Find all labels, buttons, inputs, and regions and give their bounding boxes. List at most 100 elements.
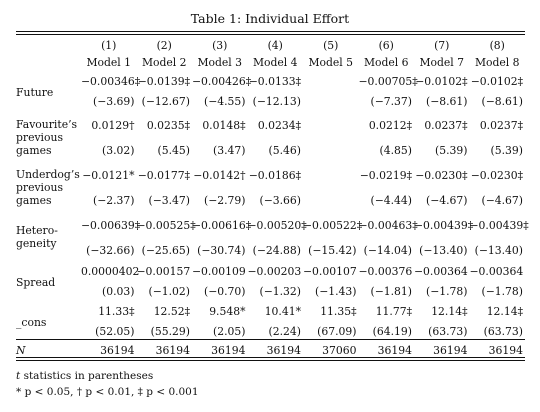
tstat-cell: (−13.40)	[474, 244, 523, 257]
tstat-cell: (−8.61)	[425, 95, 468, 108]
coefficient-cell: −0.00346‡	[81, 75, 141, 88]
tstat-cell: (−1.81)	[370, 285, 412, 298]
column-name: Model 3	[197, 55, 243, 69]
observations-cell: 36194	[211, 344, 246, 357]
coefficient-cell: 11.77‡	[375, 305, 412, 318]
coefficient-cell: −0.00364	[414, 265, 468, 278]
tstat-cell: (−30.74)	[197, 244, 246, 257]
tstat-cell: (−3.69)	[92, 95, 135, 108]
column-number: (5)	[323, 38, 339, 52]
column-name: Model 4	[252, 55, 298, 69]
coefficient-cell: −0.0142†	[193, 169, 246, 182]
tstat-cell	[303, 91, 359, 112]
tstat-row: (0.03) (−1.02) (−0.70) (−1.32) (−1.43) (−1.81…	[16, 281, 525, 302]
tstat-cell: (−2.79)	[203, 194, 246, 207]
tstat-cell: (−12.13)	[252, 95, 301, 108]
column-number: (4)	[267, 38, 283, 52]
tstat-cell: (5.46)	[268, 144, 301, 157]
coefficient-cell: 12.14‡	[431, 305, 468, 318]
bottom-rule	[16, 357, 525, 358]
tstat-cell: (−8.61)	[481, 95, 523, 108]
tstat-cell: (5.39)	[490, 144, 523, 157]
tstat-cell: (64.19)	[372, 325, 412, 338]
variable-label: Future	[16, 85, 54, 99]
coefficient-cell: −0.00520‡	[247, 219, 307, 232]
tstat-cell: (52.05)	[95, 325, 135, 338]
observations-cell: 36194	[488, 344, 523, 357]
notes-line-2: * p < 0.05, † p < 0.01, ‡ p < 0.001	[16, 386, 199, 398]
coefficient-cell: −0.00463‡	[358, 219, 418, 232]
coefficient-cell: −0.00705‡	[358, 75, 418, 88]
header-stub	[16, 52, 81, 72]
header-row-numbers: (1) (2) (3) (4) (5) (6) (7) (8)	[16, 38, 525, 52]
coefficient-cell: −0.0177‡	[137, 169, 190, 182]
column-name: Model 7	[419, 55, 465, 69]
tstat-cell	[303, 189, 359, 212]
tstat-cell: (−4.67)	[425, 194, 468, 207]
tstat-cell: (67.09)	[317, 325, 357, 338]
coefficient-cell: −0.00376	[358, 265, 413, 278]
variable-label: Underdog’s previous games	[16, 167, 80, 207]
top-rule-inner	[16, 34, 525, 35]
tstat-cell: (−7.37)	[370, 95, 412, 108]
coefficient-cell: −0.00364	[469, 265, 524, 278]
coefficient-cell: −0.00203	[247, 265, 302, 278]
coefficient-cell: −0.0139‡	[137, 75, 190, 88]
column-number: (2)	[156, 38, 172, 52]
coefficient-cell: 0.0237‡	[479, 119, 523, 132]
coefficient-cell: −0.0102‡	[470, 75, 523, 88]
coefficient-cell: 12.52‡	[153, 305, 190, 318]
coefficient-cell: −0.0230‡	[415, 169, 468, 182]
coefficient-cell: −0.00107	[303, 265, 357, 278]
tstat-row: (−2.37) (−3.47) (−2.79) (−3.66) (−4.44) (−4.6…	[16, 189, 525, 212]
tstat-cell: (0.03)	[102, 285, 135, 298]
notes-line-1: t statistics in parentheses	[16, 370, 154, 382]
tstat-row: (−32.66) (−25.65) (−30.74) (−24.88) (−15.42)…	[16, 239, 525, 262]
column-number: (8)	[489, 38, 505, 52]
tstat-cell: (−1.78)	[425, 285, 468, 298]
table-notes: t statistics in parentheses * p < 0.05, …	[16, 368, 199, 400]
column-name: Model 2	[141, 55, 187, 69]
column-name: Model 6	[363, 55, 409, 69]
regression-table: (1) (2) (3) (4) (5) (6) (7) (8) Model 1 Model 2 Mo…	[16, 38, 529, 359]
coefficient-cell: 11.35‡	[320, 305, 357, 318]
column-number: (7)	[434, 38, 450, 52]
observations-row: N 36194 36194 36194 36194 37060 36194 36194 3619…	[16, 342, 525, 359]
n-rule	[16, 339, 525, 340]
observations-label: N	[16, 344, 26, 357]
coefficient-cell: 0.0000402	[81, 265, 140, 278]
coefficient-cell: −0.00439‡	[469, 219, 529, 232]
coefficient-cell	[303, 162, 359, 189]
tstat-cell: (5.39)	[435, 144, 468, 157]
column-number: (6)	[378, 38, 394, 52]
tstat-cell: (−4.44)	[370, 194, 412, 207]
coefficient-cell	[303, 112, 359, 139]
top-rule	[16, 31, 525, 32]
tstat-cell: (−1.78)	[481, 285, 523, 298]
header-row-names: Model 1 Model 2 Model 3 Model 4 Model 5 Model…	[16, 52, 525, 72]
tstat-cell: (−1.32)	[259, 285, 301, 298]
coefficient-row: Favourite’s previous games 0.0129† 0.0235‡…	[16, 112, 525, 157]
coefficient-cell: −0.0219‡	[359, 169, 412, 182]
tstat-cell: (63.73)	[483, 325, 523, 338]
coefficient-cell: −0.00157	[136, 265, 191, 278]
coefficient-row: Spread 0.0000402 −0.00157 −0.00109 −0.00203−…	[16, 262, 525, 289]
tstat-cell: (−1.43)	[314, 285, 357, 298]
column-name: Model 8	[474, 55, 520, 69]
tstat-cell: (−12.67)	[141, 95, 190, 108]
coefficient-cell: −0.0121*	[82, 169, 135, 182]
tstat-cell: (−13.40)	[419, 244, 468, 257]
coefficient-cell: −0.00616‡	[192, 219, 252, 232]
tstat-row: (−3.69) (−12.67) (−4.55) (−12.13) (−7.37) (−8…	[16, 91, 525, 112]
tstat-row: (3.02) (5.45) (3.47) (5.46) (4.85) (5.39) (5.3…	[16, 139, 525, 162]
coefficient-row: Underdog’s previous games −0.0121* −0.0177…	[16, 162, 525, 207]
table-caption: Table 1: Individual Effort	[190, 11, 350, 26]
column-name: Model 5	[308, 55, 354, 69]
coefficient-cell: −0.0230‡	[470, 169, 523, 182]
coefficient-cell: −0.00522‡	[303, 219, 363, 232]
coefficient-cell: −0.0133‡	[248, 75, 301, 88]
tstat-cell: (−4.55)	[203, 95, 246, 108]
coefficient-cell: 0.0237‡	[424, 119, 468, 132]
tstat-cell: (−25.65)	[141, 244, 190, 257]
tstat-cell: (3.47)	[213, 144, 246, 157]
